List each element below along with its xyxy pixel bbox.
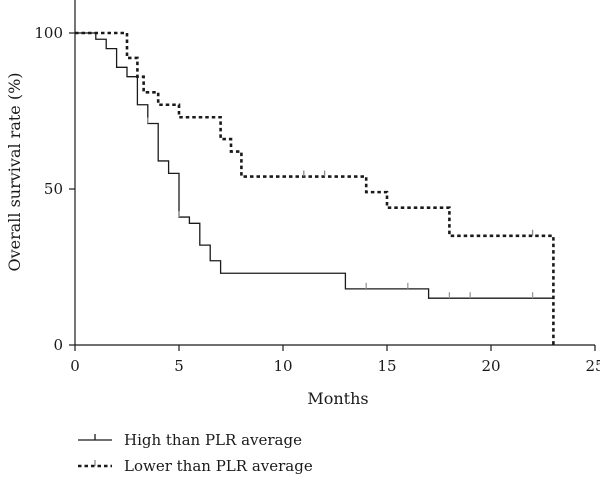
chart-axes bbox=[74, 0, 595, 346]
x-tick-label: 0 bbox=[70, 357, 80, 375]
y-ticks: 0 50 100 bbox=[34, 24, 75, 354]
series-layer bbox=[75, 31, 555, 345]
legend-item-lower: Lower than PLR average bbox=[78, 457, 313, 475]
y-tick-label: 50 bbox=[44, 180, 63, 198]
x-tick-label: 10 bbox=[273, 357, 292, 375]
x-axis-title: Months bbox=[307, 389, 368, 408]
y-axis-title: Overall survival rate (%) bbox=[5, 72, 24, 271]
x-tick-label: 25 bbox=[585, 357, 600, 375]
x-ticks: 0 5 10 15 20 25 bbox=[70, 345, 600, 375]
series-high-than-plr-average bbox=[75, 32, 554, 299]
x-tick-label: 5 bbox=[174, 357, 184, 375]
x-tick-label: 15 bbox=[377, 357, 396, 375]
legend-item-high: High than PLR average bbox=[78, 431, 302, 449]
y-tick-label: 0 bbox=[53, 336, 63, 354]
survival-curve-line bbox=[75, 32, 554, 299]
legend: High than PLR average Lower than PLR ave… bbox=[78, 431, 313, 475]
legend-label-lower: Lower than PLR average bbox=[124, 457, 313, 475]
x-tick-label: 20 bbox=[481, 357, 500, 375]
legend-label-high: High than PLR average bbox=[124, 431, 302, 449]
y-tick-label: 100 bbox=[34, 24, 63, 42]
